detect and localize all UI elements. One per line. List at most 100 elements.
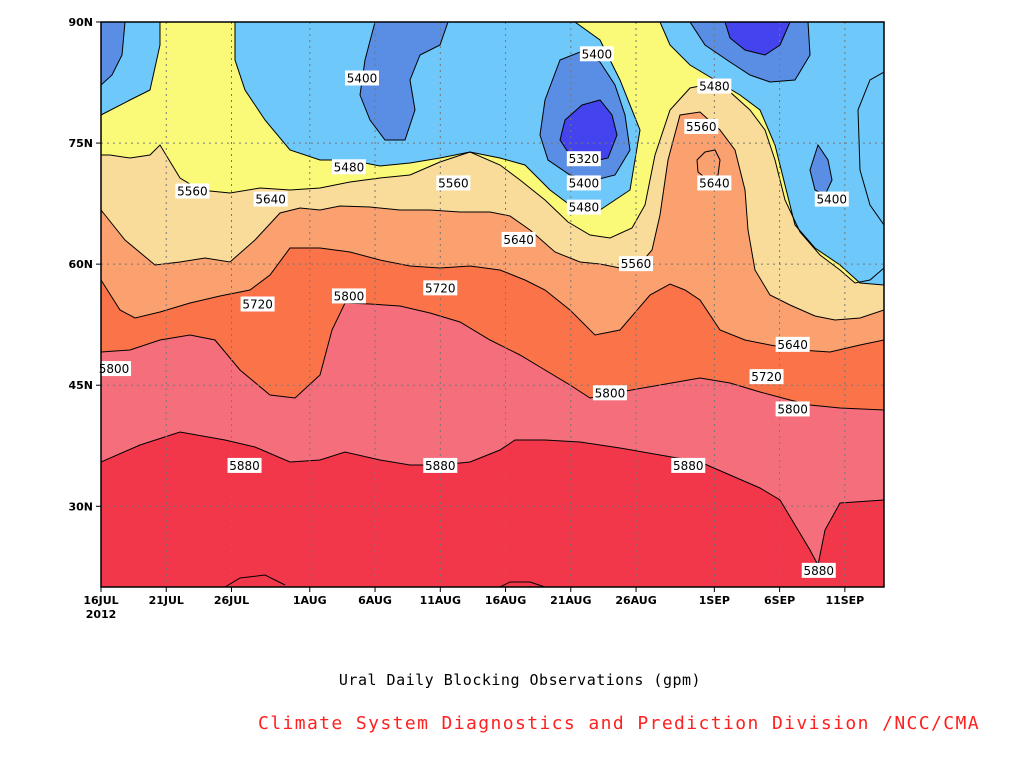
contour-chart: 5400 5400 5480 5560 5320 5640 5400 5480 5560 5560… xyxy=(68,16,885,621)
contour-label: 5560 xyxy=(684,118,719,134)
contour-label: 5560 xyxy=(436,175,471,191)
x-tick-label: 6AUG xyxy=(358,594,392,607)
contour-label-text: 5720 xyxy=(751,370,782,384)
y-tick-label: 60N xyxy=(68,258,93,271)
contour-label-bg xyxy=(697,175,732,191)
plot-frame xyxy=(100,21,885,588)
contour-label-bg xyxy=(345,70,379,86)
contour-label-bg xyxy=(671,457,706,473)
contour-label: 5880 xyxy=(423,457,458,473)
contour-label-text: 5320 xyxy=(569,152,600,166)
contour-label-bg xyxy=(331,288,366,304)
contour-label-text: 5800 xyxy=(595,386,626,400)
contour-label-text: 5640 xyxy=(777,338,808,352)
contour-label-text: 5560 xyxy=(438,176,469,190)
contour-label-text: 5880 xyxy=(673,459,704,473)
contour-label-text: 5480 xyxy=(334,160,365,174)
y-tick-label: 75N xyxy=(68,137,93,150)
x-tick-label: 11SEP xyxy=(825,594,864,607)
x-tick-label: 16JUL xyxy=(83,594,118,607)
x-tick-label: 16AUG xyxy=(485,594,526,607)
contour-label: 5400 xyxy=(345,70,379,86)
contour-label: 5640 xyxy=(253,191,288,207)
contour-label: 5720 xyxy=(240,296,275,312)
x-year-label: 2012 xyxy=(86,608,117,621)
contour-label: 5400 xyxy=(579,46,614,62)
contour-label-text: 5720 xyxy=(242,298,273,312)
y-axis: 30N 45N 60N 75N 90N xyxy=(68,16,101,513)
x-tick-label: 26JUL xyxy=(214,594,249,607)
contour-label: 5640 xyxy=(697,175,732,191)
contour-label-bg xyxy=(592,385,627,401)
contour-label-bg xyxy=(423,280,458,296)
contour-label: 5480 xyxy=(331,159,366,175)
contour-lines xyxy=(101,22,884,587)
contour-label: 5800 xyxy=(592,385,627,401)
x-axis: 16JUL 21JUL 26JUL 1AUG 6AUG 11AUG 16AUG 21AUG 26… xyxy=(83,587,864,621)
contour-label: 5800 xyxy=(97,361,132,377)
x-tick-label: 1AUG xyxy=(293,594,327,607)
contour-label: 5640 xyxy=(501,231,536,247)
contour-label: 5560 xyxy=(175,183,210,199)
contour-label: 5880 xyxy=(801,562,836,578)
contour-label: 5720 xyxy=(423,280,458,296)
contour-label-text: 5400 xyxy=(582,47,613,61)
contour-label-bg xyxy=(253,191,288,207)
contour-labels: 5400 5400 5480 5560 5320 5640 5400 5480 5560 5560… xyxy=(97,46,849,578)
grid-lines xyxy=(101,22,884,587)
contour-label-bg xyxy=(749,369,784,385)
contour-label-text: 5560 xyxy=(686,120,717,134)
band-below-5320 xyxy=(560,22,790,162)
contour-label-bg xyxy=(684,118,719,134)
contour-label-text: 5880 xyxy=(803,564,834,578)
contour-label-bg xyxy=(227,457,262,473)
contour-label-bg xyxy=(566,199,601,215)
contour-label: 5800 xyxy=(331,288,366,304)
contour-label-bg xyxy=(566,175,601,191)
contour-label: 5640 xyxy=(775,336,810,352)
contour-label-text: 5400 xyxy=(569,176,600,190)
contour-label-bg xyxy=(566,151,601,167)
y-tick-label: 45N xyxy=(68,379,93,392)
contour-label-bg xyxy=(801,562,836,578)
credit-text: Climate System Diagnostics and Predictio… xyxy=(258,713,980,734)
x-tick-label: 1SEP xyxy=(699,594,730,607)
contour-label-text: 5400 xyxy=(347,72,378,86)
contour-label-text: 5640 xyxy=(699,176,730,190)
contour-label-text: 5480 xyxy=(569,201,600,215)
contour-label-text: 5720 xyxy=(425,281,456,295)
y-tick-label: 90N xyxy=(68,16,93,29)
contour-label-text: 5640 xyxy=(503,233,534,247)
contour-label-bg xyxy=(775,336,810,352)
contour-label-text: 5480 xyxy=(699,80,730,94)
x-tick-label: 21AUG xyxy=(550,594,591,607)
contour-label-bg xyxy=(423,457,458,473)
band-5400-5480 xyxy=(101,22,884,285)
contour-label-bg xyxy=(97,361,132,377)
contour-label-text: 5640 xyxy=(255,193,286,207)
x-tick-label: 26AUG xyxy=(615,594,656,607)
contour-label-bg xyxy=(775,401,810,417)
contour-label-bg xyxy=(240,296,275,312)
contour-label-bg xyxy=(331,159,366,175)
contour-label-bg xyxy=(619,256,654,272)
contour-label: 5400 xyxy=(814,191,849,207)
contour-label-bg xyxy=(579,46,614,62)
contour-label-text: 5560 xyxy=(621,257,652,271)
contour-label: 5880 xyxy=(227,457,262,473)
contour-label: 5480 xyxy=(697,78,732,94)
contour-label: 5320 xyxy=(566,151,601,167)
contour-label-bg xyxy=(175,183,210,199)
contour-label: 5400 xyxy=(566,175,601,191)
contour-label: 5560 xyxy=(619,256,654,272)
x-tick-label: 21JUL xyxy=(149,594,184,607)
contour-label: 5880 xyxy=(671,457,706,473)
contour-label-bg xyxy=(501,231,536,247)
contour-fills xyxy=(101,22,884,587)
contour-label-text: 5800 xyxy=(99,362,130,376)
contour-label-text: 5880 xyxy=(425,459,456,473)
contour-label: 5800 xyxy=(775,401,810,417)
contour-label-text: 5800 xyxy=(777,402,808,416)
contour-label-text: 5880 xyxy=(229,459,260,473)
contour-label-bg xyxy=(436,175,471,191)
